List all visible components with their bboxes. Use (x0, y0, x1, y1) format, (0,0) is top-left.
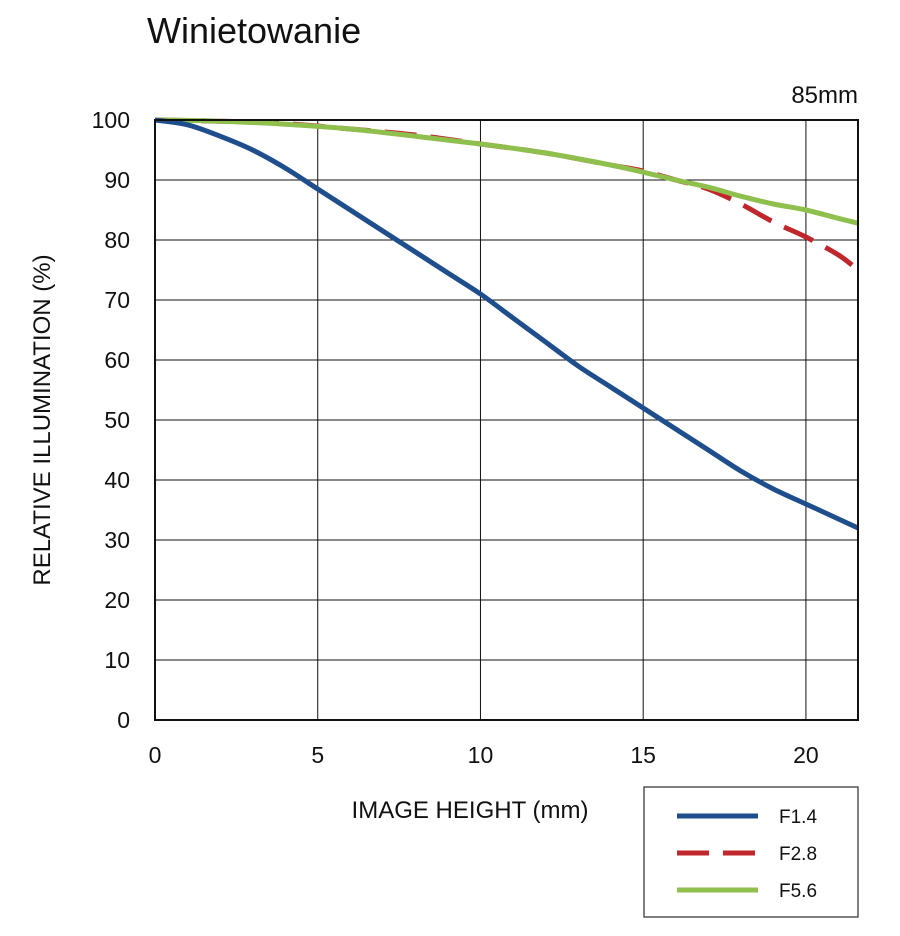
y-tick-label: 70 (104, 287, 130, 313)
tick-labels: 0 10 20 30 40 50 60 70 80 90 100 0 5 10 15 20 (92, 107, 819, 768)
legend-label: F2.8 (779, 844, 817, 865)
series-line-f2-8 (154, 117, 860, 272)
x-tick-label: 5 (311, 742, 324, 768)
y-tick-label: 60 (104, 347, 130, 373)
legend: F1.4 F2.8 F5.6 (643, 786, 859, 918)
legend-label: F5.6 (779, 881, 817, 902)
chart-subtitle: 85mm (791, 82, 858, 109)
x-tick-label: 15 (630, 742, 656, 768)
y-tick-label: 20 (104, 587, 130, 613)
y-tick-label: 90 (104, 167, 130, 193)
series-lines (154, 117, 860, 531)
y-tick-label: 10 (104, 647, 130, 673)
x-tick-label: 20 (793, 742, 819, 768)
series-line-f5-6 (154, 117, 859, 226)
legend-label: F1.4 (779, 807, 817, 828)
plot-area-frame (154, 119, 859, 721)
x-axis-label: IMAGE HEIGHT (mm) (352, 797, 589, 824)
y-tick-label: 50 (104, 407, 130, 433)
y-axis-label: RELATIVE ILLUMINATION (%) (29, 254, 56, 585)
y-tick-label: 30 (104, 527, 130, 553)
y-tick-label: 100 (92, 107, 130, 133)
series-line-f1-4 (154, 117, 860, 531)
chart-title: Winietowanie (147, 10, 361, 51)
x-tick-label: 10 (468, 742, 494, 768)
y-tick-label: 80 (104, 227, 130, 253)
y-tick-label: 0 (117, 707, 130, 733)
x-tick-label: 0 (149, 742, 162, 768)
y-tick-label: 40 (104, 467, 130, 493)
